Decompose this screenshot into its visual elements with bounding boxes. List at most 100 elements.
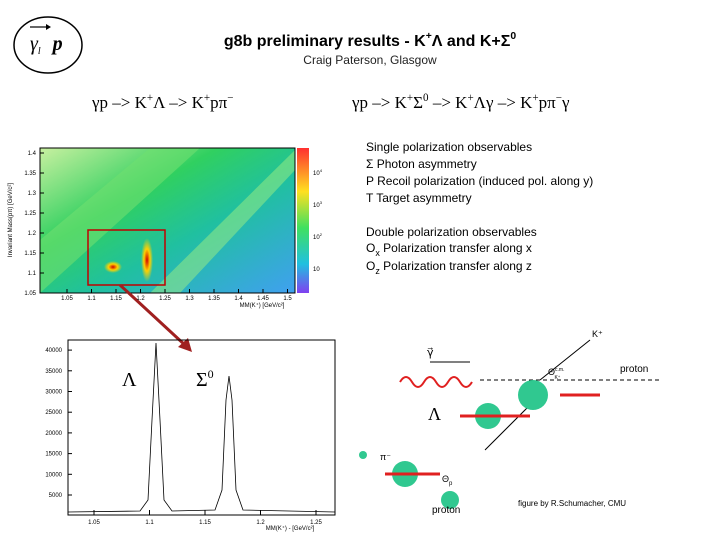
y-tick-label: 10000 [45, 472, 62, 478]
segment: Σ [413, 93, 423, 112]
scale-label: 10 [313, 267, 320, 273]
label: Θp [442, 474, 453, 487]
credit: figure by R.Schumacher, CMU [518, 499, 626, 508]
segment: K [395, 93, 408, 112]
segment: and [442, 33, 479, 50]
target-ball [518, 380, 548, 410]
segment: γp –> [91, 93, 135, 112]
x-tick-label: 1.3 [185, 296, 194, 302]
list-item: T Target asymmetry [366, 191, 472, 205]
list-item: P Recoil polarization (induced pol. alon… [366, 174, 593, 188]
scale-base: 10 [313, 203, 320, 209]
segment: + [491, 33, 500, 50]
list-heading: Double polarization observables [366, 225, 537, 239]
highlight-box [87, 229, 166, 286]
segment: pπ [539, 93, 557, 112]
logo-ring [13, 16, 83, 74]
scale-exp: 2 [320, 232, 323, 237]
superscript: 0 [510, 31, 516, 42]
text: Polarization transfer along x [380, 241, 532, 255]
highlight-arrow [118, 283, 188, 348]
label: Θc.m. K⁺ [548, 367, 564, 381]
superscript: + [407, 92, 413, 104]
x-tick-label: 1.15 [199, 520, 211, 526]
color-bar [297, 148, 309, 293]
kaon-line [539, 339, 591, 381]
y-tick-label: 30000 [45, 390, 62, 396]
scale-label: 102 [313, 232, 323, 241]
x-tick-label: 1.45 [257, 296, 269, 302]
peak-label: Σ0 [196, 367, 214, 391]
subtitle: Craig Paterson, Glasgow [303, 53, 437, 67]
x-tick-label: 1.1 [87, 296, 96, 302]
superscript: 0 [423, 92, 429, 104]
list-item: Σ Photon asymmetry [366, 157, 477, 171]
logo-p: p [51, 33, 63, 55]
label: proton [620, 364, 648, 375]
segment: K [414, 33, 426, 50]
symbol: O [366, 241, 375, 255]
x-tick-label: 1.2 [256, 520, 265, 526]
theta: Θ [548, 367, 555, 377]
segment: γ [561, 93, 570, 112]
heatmap-spot [104, 261, 122, 273]
subscript: z [375, 266, 380, 276]
superscript: + [426, 31, 432, 42]
y-tick-label: 1.4 [28, 151, 37, 157]
text: Polarization transfer along z [380, 259, 532, 273]
y-tick-label: 1.25 [24, 211, 36, 217]
segment: Λγ [474, 93, 494, 112]
heatmap-spot [141, 238, 153, 282]
logo-sub: l [38, 46, 41, 57]
y-tick-label: 5000 [49, 493, 63, 499]
segment: Λ [153, 93, 166, 112]
y-tick-label: 35000 [45, 369, 62, 375]
superscript: + [147, 92, 153, 104]
y-tick-label: 15000 [45, 452, 62, 458]
proton-ball [441, 491, 459, 509]
superscript: + [467, 92, 473, 104]
segment: pπ [210, 93, 228, 112]
y-tick-label: 25000 [45, 410, 62, 416]
list-item: Ox Polarization transfer along x [366, 241, 532, 258]
superscript: + [532, 92, 538, 104]
x-tick-label: 1.15 [110, 296, 122, 302]
scale-label: 103 [313, 200, 323, 209]
y-tick-label: 1.35 [24, 171, 36, 177]
logo-text: γl p [30, 33, 63, 57]
theta-sup: c.m. [555, 367, 564, 373]
list-heading: Single polarization observables [366, 140, 532, 154]
superscript: + [204, 92, 210, 104]
segment: K [480, 33, 492, 50]
list-item: Oz Polarization transfer along z [366, 259, 532, 276]
scale-label: 104 [313, 168, 323, 177]
label: π⁻ [380, 452, 391, 462]
label: Λ [428, 404, 441, 424]
histogram-xlabel: MM(K⁺) - [GeV/c²] [266, 525, 315, 532]
heatmap-band [40, 148, 200, 293]
y-tick-label: 1.15 [24, 251, 36, 257]
scale-base: 10 [313, 267, 320, 273]
x-tick-label: 1.5 [283, 296, 292, 302]
segment: K [192, 93, 205, 112]
segment: g8b preliminary results - [224, 33, 414, 50]
logo-gamma: γ [30, 33, 39, 55]
superscript: − [227, 92, 233, 104]
logo-arrowhead [46, 24, 51, 30]
y-tick-label: 1.2 [28, 231, 37, 237]
scale-exp: 3 [320, 200, 323, 205]
pion-ball [359, 451, 367, 459]
segment: –> [494, 93, 521, 112]
segment: Σ [501, 33, 511, 50]
x-tick-label: 1.25 [159, 296, 171, 302]
y-tick-label: 1.3 [28, 191, 37, 197]
y-tick-label: 1.1 [28, 271, 37, 277]
x-tick-label: 1.25 [310, 520, 322, 526]
x-tick-label: 1.35 [208, 296, 220, 302]
title: g8b preliminary results - K+Λ and K+Σ0 [224, 31, 516, 50]
heatmap-ylabel: Invariant Mass(pπ) [GeV/c²] [8, 183, 14, 257]
theta: Θ [442, 474, 449, 484]
segment: K [135, 93, 148, 112]
